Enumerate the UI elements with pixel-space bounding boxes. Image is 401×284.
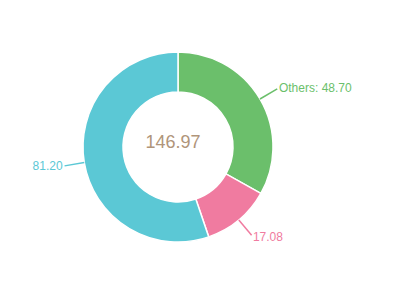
svg-text:Others: 48.70: Others: 48.70 [279, 81, 352, 95]
svg-text:81.20: 81.20 [33, 159, 63, 173]
svg-text:17.08: 17.08 [253, 230, 283, 244]
html-text:146.97: 146.97 [145, 132, 201, 152]
